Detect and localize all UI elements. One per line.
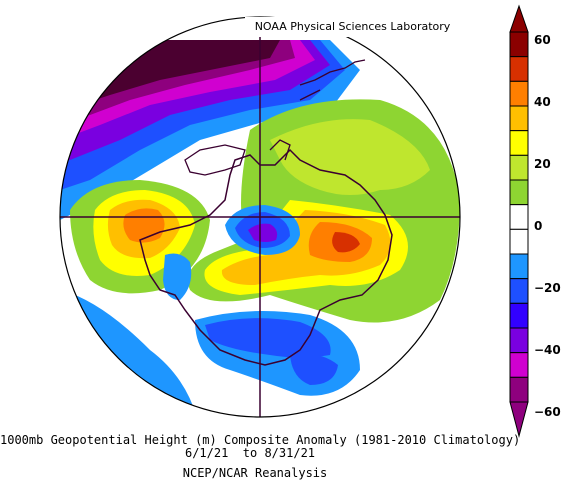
colorbar-cell [509, 154, 529, 181]
colorbar-cell [509, 56, 529, 82]
colorbar-tick-label: 60 [534, 33, 551, 47]
colorbar-cell [509, 31, 529, 58]
colorbar-cell [509, 278, 529, 304]
colorbar-cell [509, 376, 529, 403]
colorbar-tick-label: −60 [534, 405, 561, 419]
colorbar-cell [509, 179, 529, 206]
colorbar-cell [509, 352, 529, 378]
caption-dates: 6/1/21 to 8/31/21 [184, 446, 316, 460]
anomaly-field [60, 17, 460, 417]
colorbar-tick-label: 20 [534, 157, 551, 171]
colorbar-cell [509, 302, 529, 329]
colorbar-tick-label: 0 [534, 219, 542, 233]
colorbar-tick-label: −20 [534, 281, 561, 295]
colorbar-cell [509, 253, 529, 280]
colorbar-cell [509, 228, 529, 255]
colorbar-ticks: 60 40 20 0 −20 −40 −60 [534, 33, 561, 419]
colorbar: 60 40 20 0 −20 −40 −60 [509, 4, 561, 438]
anomaly-map [59, 16, 461, 418]
caption-source: NCEP/NCAR Reanalysis [182, 466, 328, 480]
caption-title: 1000mb Geopotential Height (m) Composite… [0, 433, 521, 447]
colorbar-tick-label: 40 [534, 95, 551, 109]
colorbar-tick-label: −40 [534, 343, 561, 357]
colorbar-cell [509, 105, 529, 132]
colorbar-bottom-arrow [509, 401, 529, 438]
colorbar-top-arrow [509, 4, 529, 33]
colorbar-cell [509, 80, 529, 107]
credit-label: NOAA Physical Sciences Laboratory [245, 17, 460, 37]
colorbar-cell [509, 130, 529, 156]
colorbar-cell [509, 327, 529, 354]
colorbar-cell [509, 204, 529, 230]
colorbar-cells [509, 4, 529, 438]
